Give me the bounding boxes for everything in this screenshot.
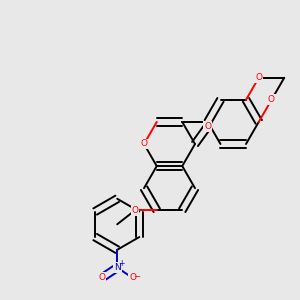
Text: O: O [268,95,275,104]
Text: +: + [118,259,125,268]
Text: −: − [134,272,140,281]
Text: O: O [204,122,211,131]
Text: O: O [255,73,262,82]
Text: O: O [129,273,136,282]
Text: O: O [140,140,148,148]
Text: O: O [132,206,139,215]
Text: N: N [114,263,121,272]
Text: O: O [98,273,105,282]
